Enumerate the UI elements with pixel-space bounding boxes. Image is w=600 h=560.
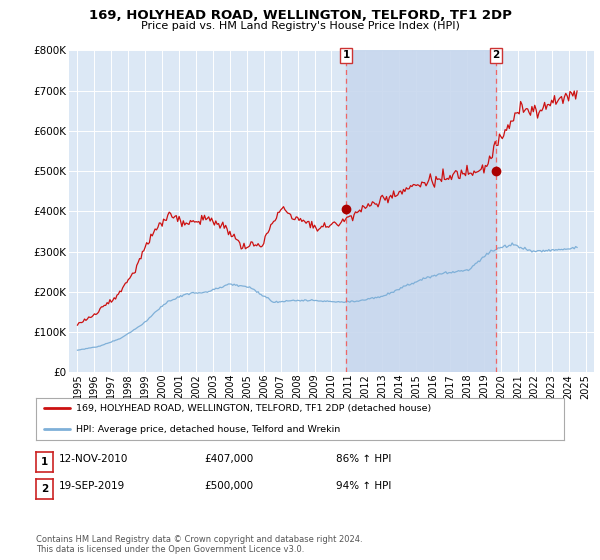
Text: Contains HM Land Registry data © Crown copyright and database right 2024.
This d: Contains HM Land Registry data © Crown c… [36, 535, 362, 554]
Text: 94% ↑ HPI: 94% ↑ HPI [336, 480, 391, 491]
Text: 19-SEP-2019: 19-SEP-2019 [59, 480, 125, 491]
Text: Price paid vs. HM Land Registry's House Price Index (HPI): Price paid vs. HM Land Registry's House … [140, 21, 460, 31]
Text: £407,000: £407,000 [204, 454, 253, 464]
Text: 2: 2 [493, 50, 500, 60]
Text: £500,000: £500,000 [204, 480, 253, 491]
Text: 1: 1 [343, 50, 350, 60]
Bar [346, 50, 496, 372]
Text: 86% ↑ HPI: 86% ↑ HPI [336, 454, 391, 464]
Text: 1: 1 [41, 457, 48, 467]
Text: 2: 2 [41, 484, 48, 494]
Text: 169, HOLYHEAD ROAD, WELLINGTON, TELFORD, TF1 2DP (detached house): 169, HOLYHEAD ROAD, WELLINGTON, TELFORD,… [76, 404, 431, 413]
Text: 169, HOLYHEAD ROAD, WELLINGTON, TELFORD, TF1 2DP: 169, HOLYHEAD ROAD, WELLINGTON, TELFORD,… [89, 9, 511, 22]
Text: 12-NOV-2010: 12-NOV-2010 [59, 454, 128, 464]
Text: HPI: Average price, detached house, Telford and Wrekin: HPI: Average price, detached house, Telf… [76, 424, 340, 433]
